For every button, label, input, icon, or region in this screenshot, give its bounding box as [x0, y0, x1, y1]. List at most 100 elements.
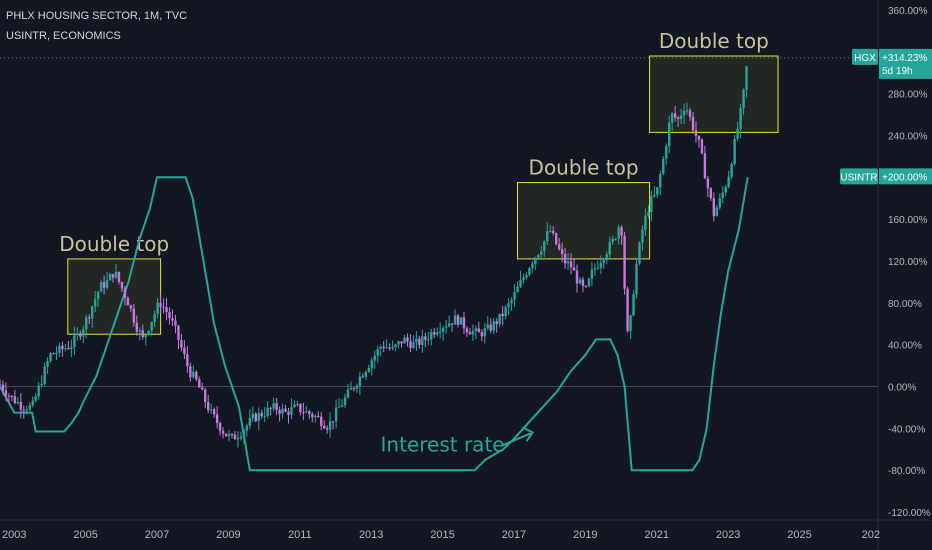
hgx-candle	[305, 411, 308, 413]
hgx-candle	[322, 425, 326, 429]
hgx-candle	[662, 158, 665, 174]
hgx-candle	[569, 261, 573, 268]
hgx-candle	[730, 163, 733, 177]
hgx-candle	[477, 328, 481, 333]
hgx-candle	[46, 361, 49, 367]
double-top-label: Double top	[59, 232, 169, 256]
hgx-candle	[242, 430, 246, 437]
hgx-candle	[450, 323, 454, 325]
hgx-candle	[174, 320, 177, 326]
hgx-candle	[614, 238, 617, 240]
hgx-candle	[611, 239, 614, 242]
double-top-label: Double top	[659, 29, 769, 53]
hgx-candle	[492, 321, 495, 331]
hgx-candle	[745, 66, 748, 90]
hgx-candle	[22, 409, 25, 411]
hgx-candle	[218, 423, 222, 431]
hgx-candle	[727, 176, 730, 188]
y-tick-label: 280.00%	[888, 90, 928, 101]
hgx-candle	[37, 385, 40, 397]
hgx-candle	[465, 328, 469, 333]
hgx-price-text: +314.23%	[882, 53, 927, 64]
y-tick-label: 80.00%	[888, 299, 922, 310]
hgx-symbol-tag	[852, 48, 878, 65]
hgx-candle	[52, 353, 55, 355]
hgx-candle	[721, 192, 724, 199]
hgx-candle	[474, 328, 478, 331]
hgx-candle	[367, 367, 371, 372]
hgx-candle	[510, 299, 513, 304]
hgx-candle	[691, 116, 695, 131]
hgx-candle	[554, 233, 558, 245]
hgx-candle	[159, 302, 162, 307]
hgx-candle	[629, 315, 632, 332]
series-layer	[0, 65, 749, 472]
hgx-candle	[248, 418, 252, 426]
hgx-candle	[183, 347, 186, 355]
overlay-title: USINTR, ECONOMICS	[6, 30, 121, 42]
hgx-candle	[58, 345, 61, 353]
hgx-candle	[73, 335, 76, 348]
hgx-candle	[290, 407, 293, 415]
hgx-candle	[549, 230, 552, 232]
hgx-candle	[269, 407, 272, 409]
hgx-candle	[55, 352, 58, 354]
hgx-candle	[147, 330, 150, 335]
hgx-candle	[311, 414, 314, 418]
hgx-candle	[85, 317, 88, 330]
hgx-candle	[406, 337, 409, 342]
hgx-candle	[400, 341, 403, 344]
hgx-candle	[519, 280, 522, 287]
hgx-candle	[620, 227, 623, 236]
usintr-line	[0, 176, 749, 472]
hgx-candle	[325, 428, 329, 430]
hgx-candle	[79, 333, 82, 337]
hgx-candle	[498, 313, 501, 325]
hgx-candle	[632, 294, 635, 316]
hgx-candle	[88, 317, 91, 319]
hgx-candle	[233, 434, 237, 440]
y-tick-label: 120.00%	[888, 257, 928, 268]
hgx-candle	[168, 311, 171, 319]
hgx-candle	[64, 348, 67, 350]
hgx-candle	[257, 412, 260, 422]
hgx-candle	[13, 396, 17, 403]
hgx-candle	[522, 277, 525, 281]
hgx-candle	[355, 385, 359, 389]
hgx-candle	[489, 324, 492, 331]
y-tick-label: 0.00%	[888, 383, 916, 394]
hgx-candle	[608, 241, 611, 255]
hgx-candle	[501, 313, 504, 317]
hgx-candle	[171, 318, 174, 321]
hgx-candle	[314, 415, 317, 418]
hgx-candle	[718, 198, 721, 208]
hgx-candle	[626, 288, 629, 332]
hgx-candle	[331, 421, 335, 423]
hgx-candle	[724, 187, 727, 193]
hgx-candle	[736, 128, 739, 139]
hgx-candle	[31, 400, 34, 406]
hgx-candle	[706, 178, 710, 189]
hgx-candle	[349, 388, 353, 390]
hgx-candle	[34, 396, 37, 401]
hgx-candle	[534, 257, 537, 264]
hgx-candle	[165, 307, 168, 312]
hgx-candle	[263, 415, 266, 417]
y-tick-label: 160.00%	[888, 215, 928, 226]
usintr-symbol-text: USINTR	[840, 172, 877, 183]
hgx-candle	[361, 376, 365, 378]
hgx-candle	[266, 407, 269, 416]
double-top-box	[517, 182, 651, 260]
hgx-candle	[537, 254, 540, 258]
hgx-candle	[486, 324, 489, 329]
hgx-candle	[685, 110, 689, 112]
hgx-candle	[560, 249, 564, 255]
hgx-candle	[584, 285, 588, 287]
hgx-candle	[650, 196, 653, 213]
x-tick-label: 2003	[2, 529, 26, 541]
hgx-candle	[709, 188, 713, 199]
hgx-candle	[376, 348, 379, 356]
hgx-candle	[82, 329, 85, 337]
hgx-candle	[433, 332, 436, 335]
